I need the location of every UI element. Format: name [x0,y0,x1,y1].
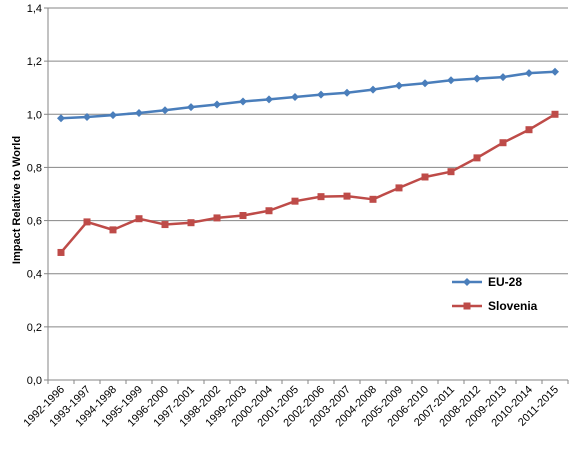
data-point [473,154,481,162]
data-point [525,126,533,134]
legend-label: EU-28 [488,275,522,289]
y-tick-label: 0,8 [27,162,42,174]
data-point [57,114,65,123]
y-tick-label: 1,2 [27,56,42,68]
data-point [317,90,325,99]
series-line [60,70,556,120]
data-point [343,88,351,97]
data-point [551,110,559,118]
data-point [369,85,377,94]
data-point [161,106,169,115]
y-tick-label: 0,2 [27,322,42,334]
legend-item: EU-28 [452,275,522,289]
series-line [60,113,556,254]
series-eu-28 [57,67,559,123]
data-point [551,67,559,76]
data-point [213,214,221,222]
series-slovenia [57,110,559,256]
y-tick-label: 0,4 [27,269,42,281]
series-layer [57,67,559,256]
data-point [265,207,273,215]
data-point [291,93,299,102]
data-point [135,108,143,117]
data-point [135,215,143,223]
data-point [447,76,455,85]
data-point [213,100,221,109]
legend-label: Slovenia [488,299,538,313]
data-point [343,192,351,200]
data-point [421,173,429,181]
data-point [395,81,403,90]
legend-item: Slovenia [452,299,538,313]
data-point [369,195,377,203]
data-point [83,112,91,121]
legend-marker [463,302,471,310]
data-point [239,212,247,220]
data-point [83,218,91,226]
data-point [109,226,117,234]
y-axis-ticks: 0,0 0,2 0,4 0,6 0,8 1,0 1,2 1,4 [27,3,48,387]
y-tick-label: 0,6 [27,216,42,228]
data-point [395,184,403,192]
x-axis-ticks: 1992-19961993-19971994-19981995-19991996… [21,380,569,429]
data-point [499,139,507,147]
data-point [57,248,65,256]
legend-marker [463,278,471,286]
data-point [473,74,481,83]
data-point [291,197,299,205]
legend: EU-28 Slovenia [452,275,538,313]
data-point [447,168,455,176]
data-point [499,73,507,82]
data-point [239,97,247,106]
y-tick-label: 0,0 [27,375,42,387]
data-point [187,103,195,112]
data-point [187,219,195,227]
y-tick-label: 1,4 [27,3,42,15]
data-point [109,111,117,120]
data-point [265,95,273,104]
y-axis-label: Impact Relative to World [11,136,23,264]
data-point [421,79,429,88]
data-point [525,69,533,78]
data-point [161,221,169,229]
y-tick-label: 1,0 [27,109,42,121]
data-point [317,193,325,201]
